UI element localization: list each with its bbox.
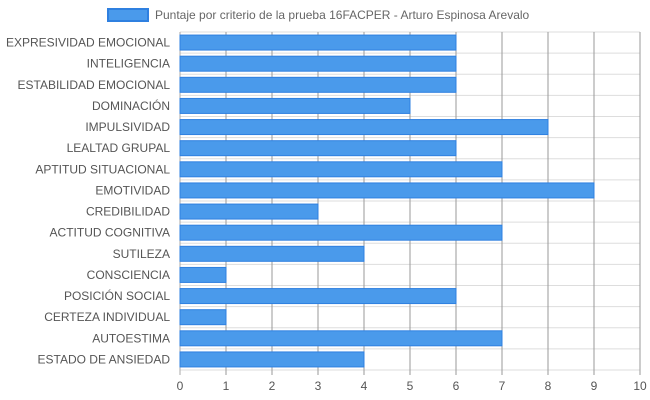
category-label: IMPULSIVIDAD — [85, 120, 170, 134]
x-axis-ticks: 0 1 2 3 4 5 6 7 8 9 10 — [177, 379, 647, 393]
category-label: INTELIGENCIA — [87, 57, 170, 71]
bar[interactable] — [179, 330, 503, 347]
category-label: ACTITUD COGNITIVA — [50, 226, 170, 240]
bar[interactable] — [179, 203, 319, 220]
category-label: ESTABILIDAD EMOCIONAL — [18, 78, 171, 92]
bar[interactable] — [179, 161, 503, 178]
bar[interactable] — [179, 76, 457, 93]
category-label: LEALTAD GRUPAL — [67, 141, 171, 155]
category-label: ESTADO DE ANSIEDAD — [38, 352, 171, 366]
bar[interactable] — [179, 119, 549, 136]
x-tick-label: 3 — [315, 379, 322, 393]
bar[interactable] — [179, 288, 457, 305]
bar[interactable] — [179, 245, 365, 262]
x-tick-label: 5 — [407, 379, 414, 393]
x-tick-label: 0 — [177, 379, 184, 393]
legend[interactable]: Puntaje por criterio de la prueba 16FACP… — [107, 8, 530, 22]
category-label: AUTOESTIMA — [92, 331, 170, 345]
category-label: SUTILEZA — [113, 247, 170, 261]
category-label: EMOTIVIDAD — [95, 183, 170, 197]
bar[interactable] — [179, 351, 365, 368]
bars — [179, 34, 595, 368]
category-label: CREDIBILIDAD — [86, 205, 170, 219]
bar[interactable] — [179, 266, 227, 283]
x-tick-label: 1 — [223, 379, 230, 393]
legend-label[interactable]: Puntaje por criterio de la prueba 16FACP… — [155, 8, 530, 22]
category-label: CERTEZA INDIVIDUAL — [44, 310, 170, 324]
x-tick-label: 8 — [545, 379, 552, 393]
category-label: POSICIÓN SOCIAL — [64, 288, 170, 303]
bar[interactable] — [179, 140, 457, 157]
x-tick-label: 9 — [591, 379, 598, 393]
bar[interactable] — [179, 97, 411, 114]
bar[interactable] — [179, 55, 457, 72]
bar[interactable] — [179, 224, 503, 241]
x-tick-label: 10 — [633, 379, 647, 393]
bar[interactable] — [179, 34, 457, 51]
grid-lines — [179, 31, 641, 375]
x-tick-label: 2 — [269, 379, 276, 393]
category-label: EXPRESIVIDAD EMOCIONAL — [6, 36, 170, 50]
category-labels: EXPRESIVIDAD EMOCIONAL INTELIGENCIA ESTABI… — [6, 36, 170, 367]
x-tick-label: 7 — [499, 379, 506, 393]
legend-swatch[interactable] — [107, 8, 149, 22]
bar[interactable] — [179, 182, 595, 199]
x-tick-label: 4 — [361, 379, 368, 393]
category-label: APTITUD SITUACIONAL — [35, 162, 170, 176]
bar[interactable] — [179, 309, 227, 326]
x-tick-label: 6 — [453, 379, 460, 393]
category-label: DOMINACIÓN — [92, 98, 170, 113]
category-label: CONSCIENCIA — [87, 268, 170, 282]
